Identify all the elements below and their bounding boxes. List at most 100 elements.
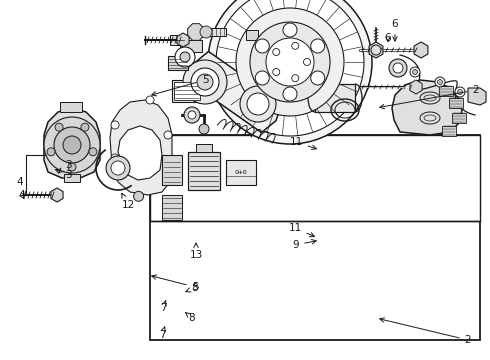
Circle shape bbox=[188, 111, 196, 119]
Polygon shape bbox=[177, 33, 189, 47]
Circle shape bbox=[283, 87, 297, 101]
Circle shape bbox=[111, 161, 125, 175]
Bar bbox=[452, 113, 466, 123]
Circle shape bbox=[191, 68, 219, 96]
Circle shape bbox=[255, 39, 270, 53]
Text: 7: 7 bbox=[160, 300, 166, 313]
Circle shape bbox=[175, 47, 195, 67]
Circle shape bbox=[435, 77, 445, 87]
Bar bbox=[64, 174, 80, 182]
Circle shape bbox=[208, 0, 372, 144]
Polygon shape bbox=[110, 100, 172, 195]
Circle shape bbox=[146, 96, 154, 104]
Circle shape bbox=[197, 74, 213, 90]
Bar bbox=[442, 126, 456, 136]
Circle shape bbox=[250, 22, 330, 102]
Bar bbox=[226, 160, 256, 185]
Bar bbox=[188, 152, 220, 190]
Text: 2: 2 bbox=[380, 318, 471, 345]
Circle shape bbox=[273, 68, 280, 76]
Text: 3: 3 bbox=[55, 169, 72, 180]
Polygon shape bbox=[392, 80, 462, 135]
Polygon shape bbox=[410, 80, 422, 94]
Circle shape bbox=[236, 8, 344, 116]
Text: 8: 8 bbox=[186, 283, 198, 293]
Circle shape bbox=[47, 148, 55, 156]
Polygon shape bbox=[188, 51, 282, 132]
Circle shape bbox=[63, 136, 81, 154]
Bar bbox=[439, 86, 453, 96]
Polygon shape bbox=[188, 24, 204, 40]
Circle shape bbox=[183, 60, 227, 104]
Text: 8: 8 bbox=[186, 312, 196, 323]
Text: 4: 4 bbox=[19, 190, 25, 200]
Circle shape bbox=[389, 59, 407, 77]
Circle shape bbox=[55, 123, 63, 131]
Circle shape bbox=[311, 39, 325, 53]
Text: 5: 5 bbox=[152, 75, 208, 96]
Circle shape bbox=[283, 23, 297, 37]
Bar bbox=[60, 102, 82, 112]
Bar bbox=[150, 135, 480, 221]
Bar bbox=[180, 40, 202, 52]
Circle shape bbox=[458, 90, 463, 94]
Text: 9: 9 bbox=[293, 239, 316, 250]
Bar bbox=[170, 35, 184, 45]
Bar bbox=[172, 80, 202, 102]
Bar bbox=[174, 82, 200, 100]
Circle shape bbox=[89, 148, 97, 156]
Circle shape bbox=[111, 154, 119, 162]
Bar bbox=[206, 28, 226, 36]
Polygon shape bbox=[468, 88, 486, 105]
Circle shape bbox=[371, 45, 381, 55]
Circle shape bbox=[273, 49, 280, 55]
Circle shape bbox=[111, 121, 119, 129]
Circle shape bbox=[180, 52, 190, 62]
Circle shape bbox=[81, 123, 89, 131]
Bar bbox=[162, 155, 182, 185]
Circle shape bbox=[438, 80, 442, 85]
Bar bbox=[162, 195, 182, 220]
Text: 7: 7 bbox=[159, 327, 165, 340]
Polygon shape bbox=[44, 108, 100, 178]
Circle shape bbox=[413, 69, 417, 75]
Bar bbox=[196, 144, 212, 152]
Circle shape bbox=[200, 26, 212, 38]
Text: 3: 3 bbox=[59, 160, 72, 172]
Circle shape bbox=[266, 38, 314, 86]
Circle shape bbox=[164, 131, 172, 139]
Circle shape bbox=[106, 156, 130, 180]
Bar bbox=[315, 84, 355, 112]
Text: 11: 11 bbox=[289, 223, 315, 237]
Circle shape bbox=[455, 87, 465, 97]
Text: 11: 11 bbox=[290, 137, 317, 149]
Bar bbox=[246, 30, 258, 40]
Polygon shape bbox=[118, 126, 162, 180]
Circle shape bbox=[68, 163, 76, 171]
Circle shape bbox=[393, 63, 403, 73]
Text: o+o: o+o bbox=[235, 169, 247, 175]
Circle shape bbox=[184, 107, 200, 123]
Circle shape bbox=[199, 124, 209, 134]
Text: 13: 13 bbox=[189, 243, 203, 260]
Circle shape bbox=[216, 0, 364, 136]
Text: 4: 4 bbox=[17, 177, 25, 196]
Polygon shape bbox=[369, 42, 383, 58]
Circle shape bbox=[54, 127, 90, 163]
Text: 6: 6 bbox=[392, 19, 398, 41]
Circle shape bbox=[292, 75, 299, 82]
Circle shape bbox=[44, 117, 100, 173]
Circle shape bbox=[303, 58, 311, 66]
Polygon shape bbox=[51, 188, 63, 202]
Circle shape bbox=[240, 86, 276, 122]
Circle shape bbox=[410, 67, 420, 77]
Circle shape bbox=[255, 71, 270, 85]
Circle shape bbox=[247, 93, 269, 115]
Bar bbox=[150, 135, 480, 340]
Text: 6: 6 bbox=[385, 33, 392, 43]
Bar bbox=[449, 98, 463, 108]
Text: 2: 2 bbox=[380, 85, 479, 109]
Bar bbox=[168, 56, 188, 70]
Circle shape bbox=[292, 42, 299, 49]
Text: 5: 5 bbox=[152, 275, 198, 292]
